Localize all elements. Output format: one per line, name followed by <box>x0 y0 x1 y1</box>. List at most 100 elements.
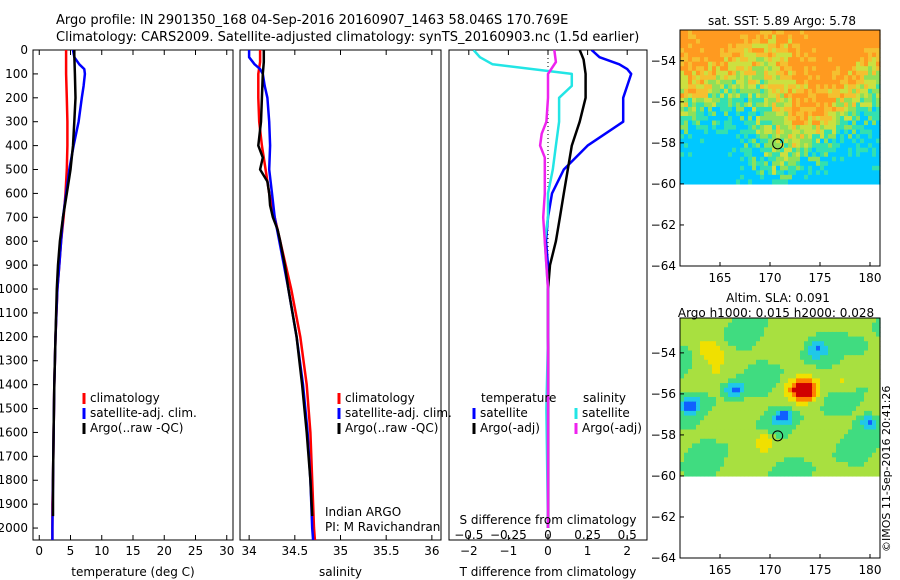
heatmap-cell <box>680 448 685 454</box>
heatmap-cell <box>848 84 853 90</box>
heatmap-cell <box>776 93 781 99</box>
heatmap-cell <box>732 387 737 393</box>
heatmap-cell <box>700 434 705 440</box>
heatmap-cell <box>700 106 705 113</box>
heatmap-cell <box>876 93 881 99</box>
heatmap-cell <box>812 350 817 356</box>
heatmap-cell <box>684 364 689 370</box>
heatmap-cell <box>836 322 841 328</box>
heatmap-cell <box>872 129 877 135</box>
heatmap-cell <box>680 66 685 72</box>
heatmap-cell <box>864 134 869 140</box>
heatmap-cell <box>812 165 817 171</box>
heatmap-cell <box>840 387 845 393</box>
heatmap-cell <box>876 369 881 375</box>
heatmap-cell <box>720 174 725 180</box>
heatmap-cell <box>748 331 753 338</box>
heatmap-cell <box>708 364 713 370</box>
heatmap-cell <box>800 406 805 412</box>
temperature-xtick-label: 5 <box>67 544 75 558</box>
heatmap-cell <box>692 448 697 454</box>
heatmap-cell <box>720 355 725 361</box>
heatmap-cell <box>752 125 757 131</box>
heatmap-cell <box>680 143 685 149</box>
heatmap-cell <box>720 462 725 468</box>
heatmap-cell <box>772 438 777 445</box>
heatmap-cell <box>764 434 769 440</box>
heatmap-cell <box>836 378 841 384</box>
heatmap-cell <box>728 84 733 90</box>
heatmap-cell <box>864 143 869 149</box>
heatmap-cell <box>784 52 789 58</box>
heatmap-cell <box>764 378 769 384</box>
sst_map-ytick-label: −54 <box>651 54 676 68</box>
heatmap-cell <box>812 345 817 352</box>
heatmap-cell <box>820 165 825 171</box>
heatmap-cell <box>848 452 853 458</box>
heatmap-cell <box>740 327 745 333</box>
heatmap-cell <box>764 345 769 352</box>
heatmap-cell <box>860 48 865 54</box>
heatmap-cell <box>748 448 753 454</box>
heatmap-cell <box>764 466 769 472</box>
heatmap-cell <box>832 336 837 342</box>
heatmap-cell <box>784 147 789 153</box>
heatmap-cell <box>868 57 873 63</box>
heatmap-cell <box>720 331 725 338</box>
heatmap-cell <box>744 61 749 67</box>
heatmap-cell <box>844 174 849 180</box>
heatmap-cell <box>712 143 717 149</box>
heatmap-cell <box>808 129 813 135</box>
heatmap-cell <box>708 396 713 403</box>
heatmap-cell <box>876 52 881 58</box>
heatmap-cell <box>832 462 837 468</box>
heatmap-cell <box>828 466 833 472</box>
heatmap-cell <box>812 415 817 421</box>
heatmap-cell <box>732 79 737 85</box>
heatmap-cell <box>772 369 777 375</box>
salinity-legend-label: Argo(..raw -QC) <box>345 421 438 435</box>
heatmap-cell <box>760 70 765 76</box>
heatmap-cell <box>808 448 813 454</box>
heatmap-cell <box>680 322 685 328</box>
heatmap-cell <box>680 111 685 117</box>
heatmap-cell <box>784 111 789 117</box>
heatmap-cell <box>708 345 713 352</box>
heatmap-cell <box>876 387 881 393</box>
heatmap-cell <box>728 438 733 445</box>
heatmap-cell <box>836 429 841 435</box>
sla_map-ytick-label: −58 <box>651 428 676 442</box>
heatmap-cell <box>812 43 817 49</box>
heatmap-cell <box>692 401 697 407</box>
difference-legend-title: temperature <box>481 391 556 405</box>
heatmap-cell <box>816 97 821 104</box>
heatmap-cell <box>856 350 861 356</box>
heatmap-cell <box>872 174 877 180</box>
heatmap-cell <box>848 373 853 379</box>
heatmap-cell <box>740 396 745 403</box>
heatmap-cell <box>800 462 805 468</box>
heatmap-cell <box>828 179 833 185</box>
heatmap-cell <box>868 30 873 36</box>
heatmap-cell <box>840 415 845 421</box>
heatmap-cell <box>836 420 841 426</box>
heatmap-cell <box>688 34 693 40</box>
heatmap-cell <box>700 373 705 379</box>
heatmap-cell <box>824 359 829 366</box>
heatmap-cell <box>724 341 729 347</box>
heatmap-cell <box>824 378 829 384</box>
heatmap-cell <box>872 152 877 158</box>
heatmap-cell <box>780 161 785 167</box>
heatmap-cell <box>844 152 849 158</box>
heatmap-cell <box>784 116 789 122</box>
heatmap-cell <box>792 406 797 412</box>
heatmap-cell <box>796 138 801 144</box>
heatmap-cell <box>724 147 729 153</box>
heatmap-cell <box>868 471 873 477</box>
heatmap-cell <box>844 161 849 167</box>
heatmap-cell <box>684 88 689 94</box>
heatmap-cell <box>756 355 761 361</box>
heatmap-cell <box>836 350 841 356</box>
heatmap-cell <box>688 102 693 108</box>
